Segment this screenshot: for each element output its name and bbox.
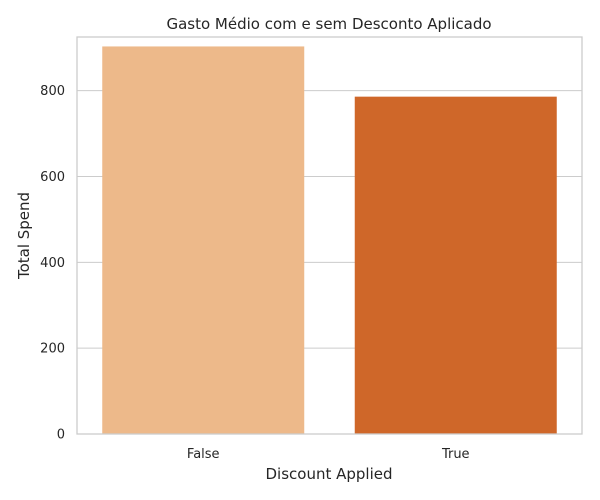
- y-tick-label: 0: [57, 428, 65, 443]
- bars: [102, 46, 557, 435]
- bar-false: [102, 46, 305, 434]
- x-axis-ticks: False True: [187, 447, 470, 462]
- plot-area-frame: [76, 36, 583, 435]
- y-tick-label: 400: [40, 256, 65, 271]
- bar-true: [354, 96, 557, 435]
- y-axis-ticks: 0 200 400 600 800: [40, 84, 65, 442]
- x-tick-label: False: [187, 447, 220, 462]
- y-tick-label: 800: [40, 84, 65, 99]
- x-axis-label: Discount Applied: [265, 465, 392, 483]
- chart-title: Gasto Médio com e sem Desconto Aplicado: [166, 15, 491, 33]
- y-tick-label: 200: [40, 342, 65, 357]
- y-tick-label: 600: [40, 170, 65, 185]
- x-tick-label: True: [441, 447, 470, 462]
- y-axis-label: Total Spend: [15, 192, 33, 280]
